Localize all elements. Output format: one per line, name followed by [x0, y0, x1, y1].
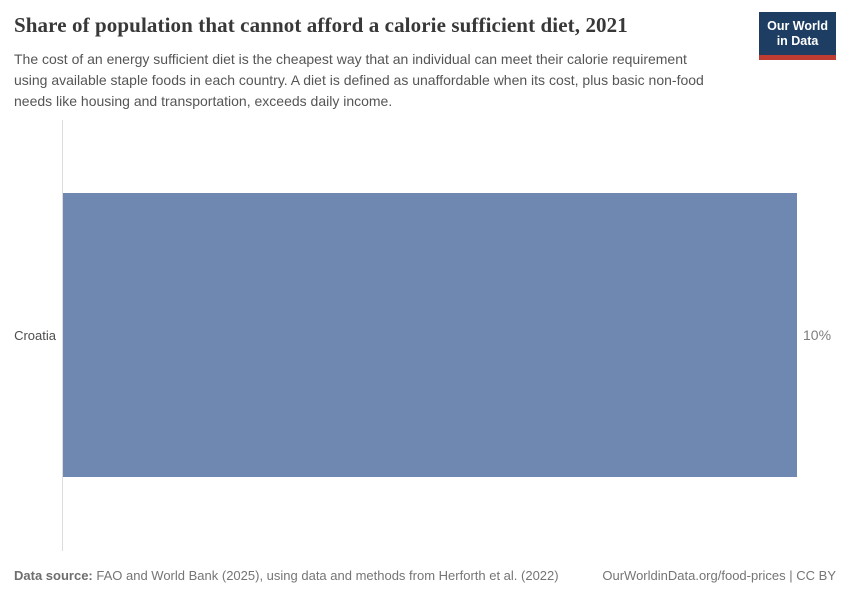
- data-source-label: Data source:: [14, 568, 93, 583]
- entity-label-croatia: Croatia: [14, 328, 56, 343]
- chart-footer: Data source: FAO and World Bank (2025), …: [14, 568, 836, 583]
- plot-area: [63, 193, 797, 477]
- logo-line1: Our World: [767, 19, 828, 33]
- footer-link[interactable]: OurWorldinData.org/food-prices | CC BY: [602, 568, 836, 583]
- owid-logo[interactable]: Our World in Data: [759, 12, 836, 60]
- bar-croatia[interactable]: [63, 193, 797, 477]
- chart-subtitle: The cost of an energy sufficient diet is…: [14, 51, 704, 109]
- data-source-note: Data source: FAO and World Bank (2025), …: [14, 568, 559, 583]
- y-axis-line: [62, 120, 63, 551]
- logo-line2: in Data: [776, 34, 819, 48]
- chart-title: Share of population that cannot afford a…: [14, 13, 628, 37]
- data-source-text: FAO and World Bank (2025), using data an…: [96, 568, 559, 583]
- value-label-croatia: 10%: [803, 327, 832, 343]
